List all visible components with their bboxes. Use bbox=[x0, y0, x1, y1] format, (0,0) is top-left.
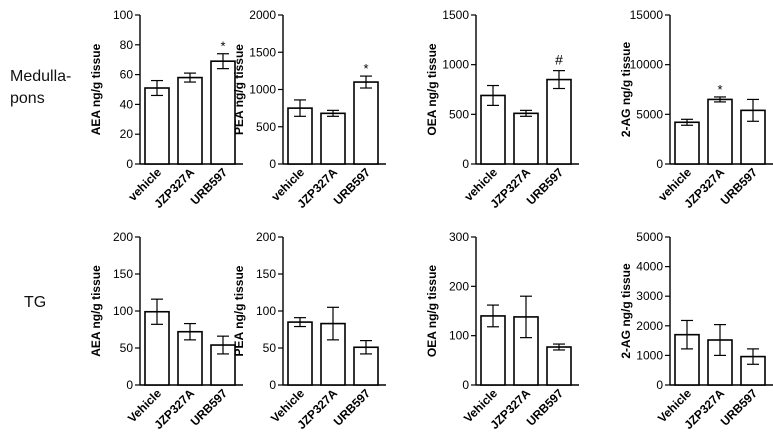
chart-6-ylabel: OEA ng/g tissue bbox=[425, 265, 439, 358]
chart-0-ytick-label-4: 80 bbox=[120, 38, 134, 52]
chart-1-annotation-2: * bbox=[363, 61, 368, 76]
chart-6-ytick-label-3: 300 bbox=[449, 230, 469, 244]
chart-1-ytick-label-0: 0 bbox=[269, 157, 276, 171]
chart-0-ytick-label-0: 0 bbox=[126, 157, 133, 171]
chart-1-ytick-label-2: 1000 bbox=[249, 83, 276, 97]
chart-0-bar-1 bbox=[177, 76, 203, 165]
chart-3-bar-0 bbox=[674, 121, 700, 165]
chart-2-ytick-label-1: 500 bbox=[449, 107, 469, 121]
chart-2-xtick-label-2: URB597 bbox=[524, 165, 567, 208]
chart-0-ytick-label-2: 40 bbox=[120, 97, 134, 111]
chart-4-ytick-label-4: 200 bbox=[113, 230, 133, 244]
chart-2-ytick-label-2: 1000 bbox=[442, 58, 469, 72]
chart-0-annotation-2: * bbox=[220, 39, 225, 54]
chart-2-bar-0 bbox=[480, 94, 506, 165]
chart-4-xtick-label-2: URB597 bbox=[188, 386, 231, 429]
chart-7-ytick-label-0: 0 bbox=[656, 378, 663, 392]
chart-7-ytick-label-3: 3000 bbox=[636, 289, 663, 303]
chart-4-ytick-label-0: 0 bbox=[126, 378, 133, 392]
chart-4-ytick-label-3: 150 bbox=[113, 267, 133, 281]
chart-0-ytick-label-3: 60 bbox=[120, 68, 134, 82]
chart-0-ytick-label-1: 20 bbox=[120, 127, 134, 141]
row-label-medulla-pons: Medulla- pons bbox=[10, 68, 72, 107]
chart-5-xtick-label-2: URB597 bbox=[331, 386, 374, 429]
chart-7-ytick-label-2: 2000 bbox=[636, 319, 663, 333]
chart-5-ytick-label-2: 100 bbox=[256, 304, 276, 318]
chart-3-ylabel: 2-AG ng/g tissue bbox=[619, 42, 633, 138]
chart-4-bar-1 bbox=[177, 330, 203, 386]
chart-4-ytick-label-2: 100 bbox=[113, 304, 133, 318]
chart-5-ytick-label-3: 150 bbox=[256, 267, 276, 281]
chart-3-bar-1 bbox=[707, 98, 733, 165]
chart-3-ytick-label-2: 10000 bbox=[630, 58, 664, 72]
chart-6-bar-0 bbox=[480, 315, 506, 386]
chart-5-ytick-label-4: 200 bbox=[256, 230, 276, 244]
chart-2-annotation-2: # bbox=[555, 52, 563, 68]
row-label-tg: TG bbox=[24, 294, 47, 311]
chart-3-ytick-label-1: 5000 bbox=[636, 107, 663, 121]
chart-4-ytick-label-1: 50 bbox=[120, 341, 134, 355]
chart-0-bar-0 bbox=[144, 87, 170, 165]
chart-6-bar-2 bbox=[546, 346, 572, 386]
chart-7-ytick-label-5: 5000 bbox=[636, 230, 663, 244]
chart-5-ylabel: PEA ng/g tissue bbox=[232, 265, 246, 356]
chart-1-ytick-label-1: 500 bbox=[256, 120, 276, 134]
chart-3-ytick-label-0: 0 bbox=[656, 157, 663, 171]
chart-3-annotation-1: * bbox=[717, 82, 722, 97]
chart-1-ytick-label-4: 2000 bbox=[249, 8, 276, 22]
chart-7-ytick-label-1: 1000 bbox=[636, 348, 663, 362]
chart-1-bar-2 bbox=[353, 81, 379, 165]
chart-1-ylabel: PEA ng/g tissue bbox=[232, 44, 246, 135]
chart-6-ytick-label-0: 0 bbox=[462, 378, 469, 392]
chart-2-ylabel: OEA ng/g tissue bbox=[425, 43, 439, 136]
chart-7-ytick-label-4: 4000 bbox=[636, 260, 663, 274]
chart-0-ylabel: AEA ng/g tissue bbox=[89, 43, 103, 135]
chart-6-ytick-label-1: 100 bbox=[449, 329, 469, 343]
chart-2-bar-2 bbox=[546, 78, 572, 165]
chart-7-ylabel: 2-AG ng/g tissue bbox=[619, 263, 633, 359]
chart-0-ytick-label-5: 100 bbox=[113, 8, 133, 22]
chart-0-xtick-label-2: URB597 bbox=[188, 165, 231, 208]
chart-5-ytick-label-0: 0 bbox=[269, 378, 276, 392]
chart-6-xtick-label-2: URB597 bbox=[524, 386, 567, 429]
chart-5-ytick-label-1: 50 bbox=[263, 341, 277, 355]
chart-1-bar-1 bbox=[320, 112, 346, 165]
chart-6-ytick-label-2: 200 bbox=[449, 279, 469, 293]
chart-1-bar-0 bbox=[287, 107, 313, 165]
chart-2-ytick-label-0: 0 bbox=[462, 157, 469, 171]
chart-1-ytick-label-3: 1500 bbox=[249, 45, 276, 59]
chart-3-xtick-label-2: URB597 bbox=[718, 165, 761, 208]
chart-7-bar-1 bbox=[707, 339, 733, 386]
chart-2-bar-1 bbox=[513, 112, 539, 165]
chart-5-bar-0 bbox=[287, 321, 313, 386]
chart-1-xtick-label-2: URB597 bbox=[331, 165, 374, 208]
chart-2-ytick-label-3: 1500 bbox=[442, 8, 469, 22]
chart-7-xtick-label-2: URB597 bbox=[718, 386, 761, 429]
chart-4-ylabel: AEA ng/g tissue bbox=[89, 265, 103, 357]
chart-7-bar-0 bbox=[674, 333, 700, 386]
chart-3-ytick-label-3: 15000 bbox=[630, 8, 664, 22]
